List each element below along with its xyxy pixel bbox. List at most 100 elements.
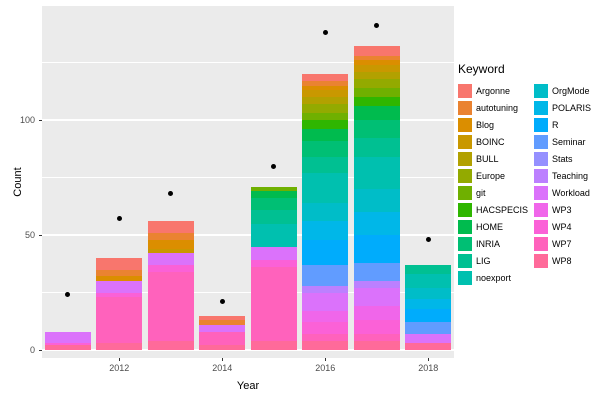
x-tick-mark [119, 358, 121, 361]
bar-segment [147, 239, 194, 249]
legend-swatch [458, 117, 472, 132]
legend-item: Blog [458, 116, 534, 133]
legend-label: POLARIS [552, 102, 592, 113]
bar-segment [353, 55, 400, 61]
bar-segment [353, 71, 400, 79]
bar-segment [302, 340, 349, 350]
bar-segment [353, 46, 400, 56]
data-point [219, 299, 225, 305]
y-tick-label: 0 [29, 345, 35, 355]
bar-segment [353, 97, 400, 107]
bar-segment [353, 189, 400, 212]
bar-segment [147, 221, 194, 233]
bar-segment [96, 269, 143, 277]
legend-label: Teaching [552, 170, 589, 181]
major-gridline [42, 119, 454, 121]
x-axis-labels: 2012 2014 2016 2018 [42, 358, 454, 376]
bar-segment [250, 209, 297, 224]
legend-item: autotuning [458, 99, 534, 116]
legend-swatch [458, 83, 472, 98]
bar-segment [199, 320, 246, 325]
legend-item: INRIA [458, 235, 534, 252]
bar-segment [405, 343, 452, 350]
data-point [322, 30, 328, 36]
data-point [425, 237, 431, 243]
bar-segment [147, 232, 194, 240]
bar-segment [250, 246, 297, 261]
bar-segment [199, 331, 246, 346]
y-tick-label: 100 [19, 115, 35, 125]
bar-segment [353, 212, 400, 235]
bar-segment [302, 120, 349, 130]
bar-segment [353, 262, 400, 281]
legend-item: WP8 [534, 252, 598, 269]
bar-segment [302, 264, 349, 286]
bar-segment [44, 345, 91, 350]
legend-label: WP7 [552, 238, 572, 249]
legend-item: R [534, 116, 598, 133]
bar-segment [250, 223, 297, 247]
minor-gridline [42, 177, 454, 178]
bar-segment [353, 138, 400, 157]
data-point [271, 163, 277, 169]
bar-segment [302, 292, 349, 311]
bar-segment [353, 320, 400, 334]
bar-segment [199, 345, 246, 350]
major-gridline [42, 349, 454, 351]
bar-segment [302, 285, 349, 293]
bar-segment [405, 308, 452, 323]
legend-label: Blog [476, 119, 495, 130]
legend-label: R [552, 119, 559, 130]
minor-gridline [42, 292, 454, 293]
bar-segment [302, 172, 349, 203]
bar-segment [96, 297, 143, 344]
legend-item: Argonne [458, 82, 534, 99]
bar-segment [302, 156, 349, 173]
x-tick-label: 2014 [212, 363, 233, 373]
bar-segment [302, 129, 349, 141]
bar-segment [147, 253, 194, 265]
legend-swatch [458, 253, 472, 268]
minor-gridline [42, 62, 454, 63]
legend-label: Seminar [552, 136, 586, 147]
y-tick-mark [39, 349, 42, 351]
legend-swatch [534, 134, 548, 149]
bar-segment [353, 306, 400, 321]
bar-segment [302, 80, 349, 86]
legend-item: HACSPECIS [458, 201, 534, 218]
legend-item: BOINC [458, 133, 534, 150]
bar-segment [302, 239, 349, 265]
legend-swatch [458, 134, 472, 149]
legend-label: noexport [476, 272, 512, 283]
bar-segment [353, 281, 400, 288]
legend-columns: Argonne autotuning Blog BOINC BULL Europe git H… [458, 82, 600, 286]
legend-column: Argonne autotuning Blog BOINC BULL Europe git H… [458, 82, 534, 286]
legend-swatch [534, 83, 548, 98]
bar-segment [250, 260, 297, 268]
bar-segment [250, 267, 297, 341]
legend: Keyword Argonne autotuning Blog BOINC BULL Eu… [458, 62, 600, 286]
legend-title: Keyword [458, 62, 505, 76]
y-tick-mark [39, 119, 42, 121]
bar-segment [44, 343, 91, 346]
legend-item: Stats [534, 150, 598, 167]
data-point [65, 292, 71, 298]
legend-item: git [458, 184, 534, 201]
x-tick-label: 2012 [109, 363, 130, 373]
bar-segment [96, 276, 143, 281]
x-tick-label: 2018 [418, 363, 439, 373]
legend-item: Europe [458, 167, 534, 184]
bar-segment [353, 106, 400, 120]
x-tick-mark [222, 358, 224, 361]
legend-label: Workload [552, 187, 590, 198]
legend-label: OrgMode [552, 85, 590, 96]
legend-swatch [534, 168, 548, 183]
legend-swatch [534, 100, 548, 115]
bar-segment [147, 264, 194, 272]
bar-segment [353, 78, 400, 88]
legend-item: LIG [458, 252, 534, 269]
legend-swatch [458, 270, 472, 285]
bar-segment [353, 156, 400, 189]
legend-item: WP3 [534, 201, 598, 218]
